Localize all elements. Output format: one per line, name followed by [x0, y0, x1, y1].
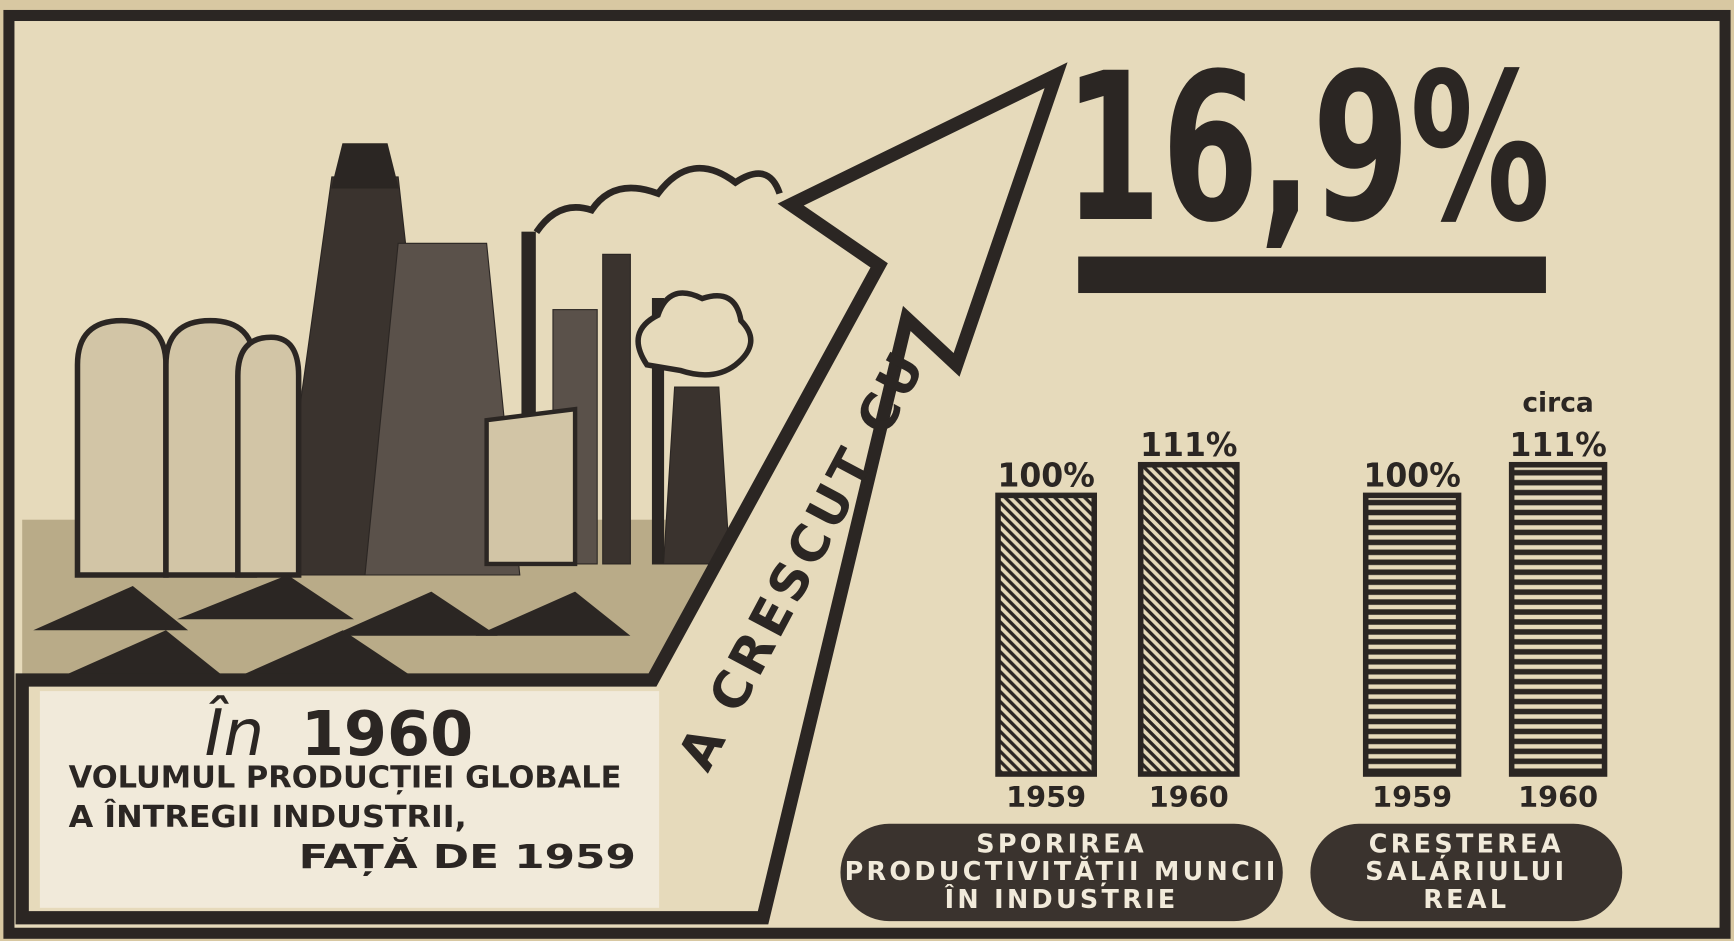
infographic: În 1960 VOLUMUL PRODUCȚIEI GLOBALE A ÎNT…: [0, 0, 1734, 941]
value-label: 111%: [1140, 425, 1237, 464]
value-label: 100%: [1363, 456, 1460, 495]
underline: [1078, 257, 1546, 293]
chart-title-line: REAL: [1423, 884, 1509, 914]
value-label: 100%: [997, 456, 1094, 495]
headline-line: A ÎNTREGII INDUSTRII,: [69, 799, 467, 835]
chart-title-line: ÎN INDUSTRIE: [945, 884, 1179, 914]
page: {"headline":{"prefix":"În","year":"1960"…: [0, 0, 1734, 941]
bar: [998, 495, 1094, 774]
headline-line: FAȚĂ DE 1959: [299, 836, 636, 876]
chart-title-line: SPORIREA: [976, 829, 1147, 859]
category-label: 1960: [1149, 780, 1229, 814]
bar: [1141, 465, 1237, 774]
headline-line: VOLUMUL PRODUCȚIEI GLOBALE: [69, 760, 622, 795]
chart-title-line: PRODUCTIVITĂȚII MUNCII: [845, 856, 1279, 886]
category-label: 1959: [1372, 780, 1452, 814]
category-label: 1959: [1006, 780, 1086, 814]
bar: [1366, 495, 1459, 774]
value-label: 111%: [1509, 425, 1606, 464]
annotation: circa: [1522, 388, 1594, 419]
chart-title-line: CREȘTEREA: [1369, 829, 1564, 859]
chart-title-line: SALARIULUI: [1365, 856, 1567, 886]
category-label: 1960: [1518, 780, 1598, 814]
growth-figure: 16,9%: [1064, 30, 1551, 268]
bar: [1512, 465, 1605, 774]
